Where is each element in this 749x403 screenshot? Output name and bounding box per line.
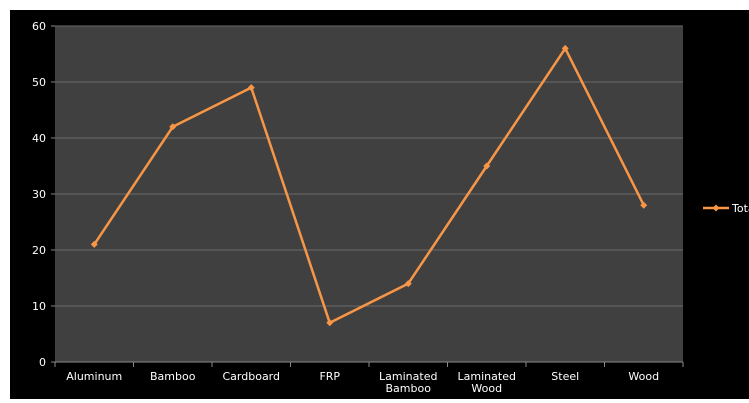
- x-tick-label: Bamboo: [150, 370, 196, 383]
- y-tick-label: 60: [32, 20, 46, 33]
- x-tick-label: Wood: [628, 370, 659, 383]
- y-tick-label: 0: [39, 356, 46, 369]
- data-point: [561, 44, 569, 52]
- gridlines: [55, 25, 683, 307]
- legend: Total: [703, 202, 749, 215]
- series-layer: [90, 44, 648, 327]
- legend-marker: [712, 204, 720, 212]
- y-axis-ticks: 0 10 20 30 40 50 60: [32, 20, 55, 369]
- x-tick-label: Cardboard: [223, 370, 281, 383]
- legend-label: Total: [731, 202, 749, 215]
- x-tick-label: Steel: [551, 370, 579, 383]
- data-point: [483, 162, 491, 170]
- y-tick-label: 10: [32, 300, 46, 313]
- x-tick-label: Laminated Bamboo: [379, 370, 437, 395]
- data-point: [169, 123, 177, 131]
- data-point: [404, 280, 412, 288]
- y-tick-label: 50: [32, 76, 46, 89]
- y-tick-label: 40: [32, 132, 46, 145]
- y-tick-label: 30: [32, 188, 46, 201]
- x-tick-label: FRP: [319, 370, 340, 383]
- data-point: [90, 240, 98, 248]
- data-point: [640, 201, 648, 209]
- y-tick-label: 20: [32, 244, 46, 257]
- x-axis: Aluminum Bamboo Cardboard FRP Laminated Bambo…: [54, 361, 684, 395]
- data-point: [247, 84, 255, 92]
- x-tick-label: Laminated Wood: [458, 370, 516, 395]
- x-tick-label: Aluminum: [66, 370, 122, 383]
- series-line: [93, 47, 645, 325]
- data-point: [326, 319, 334, 327]
